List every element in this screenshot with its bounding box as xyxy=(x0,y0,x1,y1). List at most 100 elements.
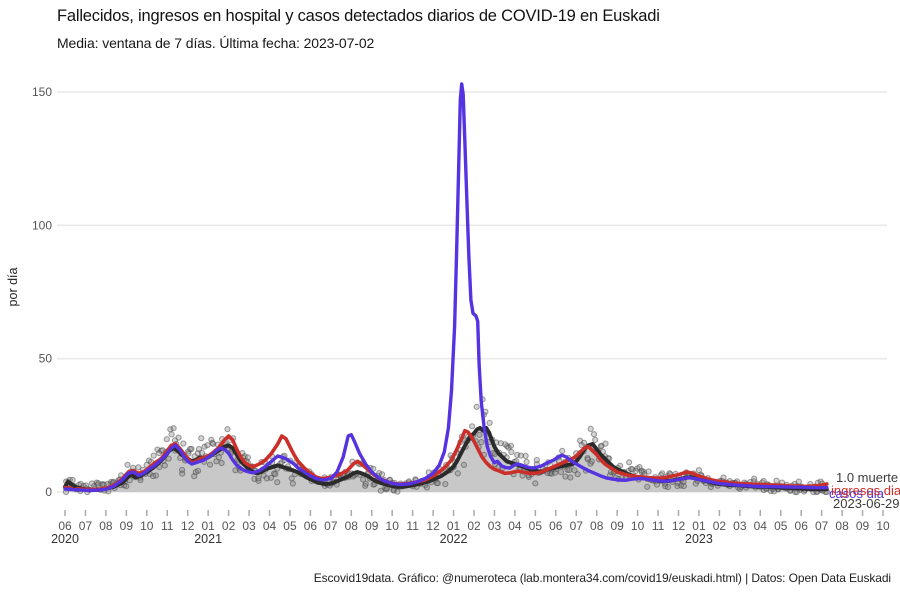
scatter-dot xyxy=(434,480,441,487)
x-tick-label: 05 xyxy=(283,519,297,533)
x-tick-label: 06 xyxy=(304,519,318,533)
scatter-dot xyxy=(795,478,802,485)
scatter-dot xyxy=(179,470,186,477)
scatter-dot xyxy=(423,484,430,491)
deaths-end-label: 1.0 muerte xyxy=(836,470,899,485)
scatter-dot xyxy=(664,483,672,491)
scatter-dot xyxy=(163,436,170,443)
scatter-dot xyxy=(567,474,574,481)
x-tick-label: 07 xyxy=(324,519,338,533)
x-tick-label: 01 xyxy=(692,519,706,533)
scatter-dot xyxy=(201,443,208,450)
x-tick-label: 09 xyxy=(856,519,870,533)
scatter-dot xyxy=(188,445,195,453)
scatter-dot xyxy=(198,435,205,442)
x-tick-label: 08 xyxy=(835,519,849,533)
x-tick-label: 02 xyxy=(467,519,481,533)
x-tick-label: 06 xyxy=(58,519,72,533)
scatter-dot xyxy=(206,461,214,468)
x-tick-label: 09 xyxy=(120,519,134,533)
x-year-label: 2020 xyxy=(51,532,79,546)
x-tick-label: 11 xyxy=(161,519,174,533)
casos-end-label: casos dia xyxy=(829,486,884,501)
x-tick-label: 08 xyxy=(590,519,604,533)
x-tick-label: 10 xyxy=(631,519,645,533)
scatter-dot xyxy=(680,483,687,490)
x-year-label: 2021 xyxy=(194,532,222,546)
page-subtitle: Media: ventana de 7 días. Última fecha: … xyxy=(57,35,375,51)
scatter-dot xyxy=(272,471,279,478)
y-tick-label: 150 xyxy=(32,85,52,99)
scatter-dot xyxy=(751,475,758,482)
scatter-dot xyxy=(473,403,480,410)
x-tick-label: 10 xyxy=(386,519,400,533)
scatter-dot xyxy=(161,462,168,469)
x-tick-label: 05 xyxy=(529,519,543,533)
scatter-dot xyxy=(175,434,182,441)
x-tick-label: 03 xyxy=(242,519,256,533)
x-tick-label: 12 xyxy=(426,519,440,533)
scatter-dot xyxy=(204,442,211,449)
x-year-label: 2022 xyxy=(440,532,468,546)
scatter-dot xyxy=(255,475,262,482)
y-tick-label: 100 xyxy=(32,218,52,232)
scatter-dot xyxy=(124,461,131,468)
scatter-dot xyxy=(150,452,157,459)
x-tick-label: 07 xyxy=(79,519,93,533)
x-tick-label: 07 xyxy=(570,519,584,533)
series-line xyxy=(81,428,829,492)
x-tick-label: 11 xyxy=(406,519,419,533)
scatter-dot xyxy=(559,447,566,454)
x-tick-label: 12 xyxy=(181,519,195,533)
scatter-dot xyxy=(497,440,504,447)
x-tick-label: 01 xyxy=(447,519,461,533)
scatter-dot xyxy=(523,458,530,465)
scatter-dot xyxy=(588,458,595,465)
scatter-dot xyxy=(592,436,599,443)
scatter-dot xyxy=(168,431,175,438)
y-tick-label: 0 xyxy=(45,485,52,499)
scatter-dot xyxy=(394,488,401,495)
scatter-dot xyxy=(566,466,573,474)
x-tick-label: 12 xyxy=(672,519,686,533)
scatter-dot xyxy=(478,439,485,446)
y-tick-label: 50 xyxy=(39,352,53,366)
last-date-label: 2023-06-29 xyxy=(833,496,900,511)
x-tick-label: 08 xyxy=(99,519,113,533)
x-tick-label: 05 xyxy=(774,519,788,533)
scatter-dot xyxy=(659,470,666,477)
scatter-dot xyxy=(165,455,172,462)
x-tick-label: 08 xyxy=(345,519,359,533)
credit-footer: Escovid19data. Gráfico: @numeroteca (lab… xyxy=(313,571,891,585)
x-tick-label: 10 xyxy=(876,519,890,533)
scatter-dot xyxy=(533,457,540,464)
scatter-dot xyxy=(469,423,476,430)
series-line xyxy=(63,82,829,493)
scatter-dot xyxy=(557,469,565,476)
scatter-dot xyxy=(170,425,177,432)
scatter-dot xyxy=(152,472,159,479)
x-tick-label: 11 xyxy=(652,519,665,533)
scatter-dot xyxy=(476,431,483,438)
scatter-dot xyxy=(508,448,515,456)
x-tick-label: 06 xyxy=(795,519,809,533)
ingresos-end-label: ingresos dia xyxy=(831,483,900,498)
page-title: Fallecidos, ingresos en hospital y casos… xyxy=(57,7,660,25)
scatter-dot xyxy=(602,440,609,447)
scatter-dot xyxy=(377,487,384,494)
scatter-dot xyxy=(454,470,461,477)
scatter-dot xyxy=(522,452,529,459)
scatter-dot xyxy=(274,479,281,486)
x-tick-label: 10 xyxy=(140,519,154,533)
x-tick-label: 04 xyxy=(508,519,522,533)
scatter-dot xyxy=(289,480,296,487)
scatter-dot xyxy=(224,426,231,433)
scatter-dot xyxy=(442,481,449,488)
x-tick-label: 04 xyxy=(263,519,277,533)
scatter-dot xyxy=(123,483,130,490)
x-tick-label: 03 xyxy=(488,519,502,533)
x-tick-label: 04 xyxy=(754,519,768,533)
scatter-dot xyxy=(532,480,539,487)
x-tick-label: 06 xyxy=(549,519,563,533)
scatter-dot xyxy=(460,461,467,468)
